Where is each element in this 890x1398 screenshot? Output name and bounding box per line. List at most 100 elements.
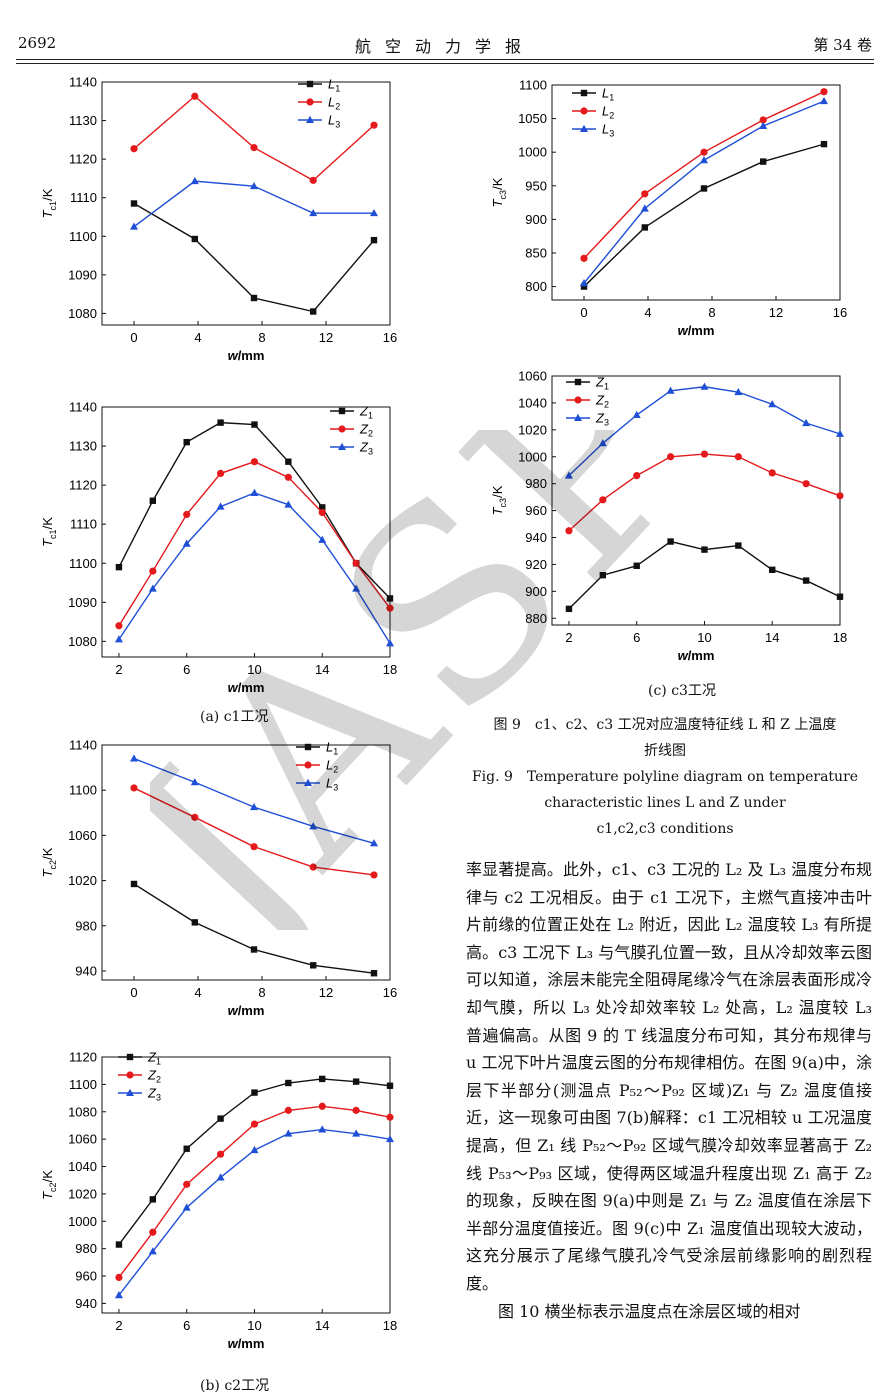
page-number: 2692 xyxy=(18,34,57,52)
series-z1-point xyxy=(115,563,123,571)
series-l1-point xyxy=(370,236,378,244)
series-l2-point xyxy=(309,863,317,871)
x-axis-label: w/mm xyxy=(228,1003,265,1018)
x-tick-label: 4 xyxy=(194,330,201,345)
series-l1-point xyxy=(580,283,588,290)
series-z3-point xyxy=(666,386,675,394)
body-paragraph-1: 率显著提高。此外，c1、c3 工况的 L₂ 及 L₃ 温度分布规律与 c2 工况… xyxy=(466,860,872,1293)
x-tick-label: 2 xyxy=(115,1318,122,1333)
legend-label: Z2 xyxy=(595,393,609,410)
series-l3-point xyxy=(700,156,708,164)
y-axis-label: Tc1/K xyxy=(40,188,58,218)
series-l3-point xyxy=(309,822,318,830)
series-z2-point xyxy=(183,510,191,519)
y-tick-label: 960 xyxy=(75,1269,97,1284)
y-tick-label: 1130 xyxy=(69,439,97,454)
y-tick-label: 1040 xyxy=(518,395,547,410)
series-z3-point xyxy=(250,488,259,496)
series-z2-point xyxy=(836,492,844,500)
series-l2-point xyxy=(250,843,258,851)
series-z2-point xyxy=(318,508,326,517)
series-z2-point xyxy=(183,1180,191,1188)
legend-swatch-marker xyxy=(580,89,588,97)
x-tick-label: 10 xyxy=(247,662,261,677)
x-tick-label: 4 xyxy=(644,305,651,320)
y-tick-label: 1090 xyxy=(68,595,97,610)
plot-frame xyxy=(551,84,841,301)
plot-frame xyxy=(101,81,391,326)
y-tick-label: 1120 xyxy=(69,1050,97,1065)
y-tick-label: 1020 xyxy=(518,422,547,437)
series-z1-point xyxy=(285,1079,292,1087)
series-z2-line xyxy=(118,460,391,627)
chart-c3-Z: 2 6 10 14 18 880 900 920 940 960 980 1000 1020 1040 10… xyxy=(490,369,847,664)
y-tick-label: 1080 xyxy=(68,306,97,321)
series-l3-point xyxy=(130,222,138,230)
x-tick-label: 8 xyxy=(708,305,715,320)
series-z1-point xyxy=(319,504,326,511)
series-z3-point xyxy=(182,539,191,547)
series-z3-point xyxy=(318,535,327,543)
x-tick-label: 2 xyxy=(115,662,122,677)
series-z2-point xyxy=(250,1120,259,1128)
y-tick-label: 900 xyxy=(525,584,547,599)
legend-swatch-marker xyxy=(304,778,312,786)
series-z3-point xyxy=(114,635,123,643)
series-z2-point xyxy=(284,1106,292,1114)
series-z2-point xyxy=(352,559,360,567)
series-l1-point xyxy=(191,919,198,926)
series-l1-point xyxy=(760,158,767,165)
series-z2-point xyxy=(768,469,776,477)
volume-label: 第 34 卷 xyxy=(813,36,872,54)
x-axis-label: w/mm xyxy=(678,648,715,663)
figure-caption-en-2: characteristic lines L and Z under xyxy=(544,795,786,811)
y-tick-label: 1130 xyxy=(69,113,97,128)
series-z2-point xyxy=(216,469,225,478)
series-z3-point xyxy=(216,1173,225,1181)
y-tick-label: 1120 xyxy=(69,478,97,493)
series-z3-line xyxy=(118,1128,391,1296)
series-z3-point xyxy=(564,471,573,479)
y-axis-label: Tc2/K xyxy=(40,1170,58,1200)
y-tick-label: 1040 xyxy=(68,1159,97,1174)
x-tick-label: 6 xyxy=(183,1318,190,1333)
series-z2-point xyxy=(149,567,157,575)
series-z1-point xyxy=(285,458,292,465)
series-l2-line xyxy=(133,787,375,876)
series-z2-line xyxy=(568,453,841,532)
series-z3-point xyxy=(700,382,709,390)
series-z3-point xyxy=(632,410,641,419)
series-z1-point xyxy=(565,605,573,613)
series-l3-point xyxy=(370,839,378,847)
series-z3-point xyxy=(216,502,225,510)
legend-swatch-marker xyxy=(126,1088,134,1096)
series-z3-point xyxy=(386,1134,394,1143)
chart-c1-Z: 2 6 10 14 18 1080 1090 1100 1110 1120 1130 1140 w/mm… xyxy=(40,400,397,696)
legend-label: Z3 xyxy=(595,411,609,428)
series-z2-point xyxy=(386,1113,394,1121)
y-tick-label: 1090 xyxy=(68,267,97,282)
series-l3-point xyxy=(130,754,138,762)
x-tick-label: 16 xyxy=(383,330,397,345)
series-l3-point xyxy=(250,802,258,811)
series-z1-point xyxy=(701,546,708,553)
legend-swatch-marker xyxy=(306,115,314,123)
series-z1-line xyxy=(118,421,391,599)
series-z1-line xyxy=(118,1078,391,1245)
x-tick-label: 16 xyxy=(383,985,397,1000)
chart-c3-L: 0 4 8 12 16 800 850 900 950 1000 1050 1100 w/mm Tc3/K… xyxy=(490,78,847,339)
x-axis-label: w/mm xyxy=(228,348,265,363)
series-z2-point xyxy=(802,480,810,488)
y-tick-label: 1100 xyxy=(69,783,97,798)
series-l3-point xyxy=(309,208,318,217)
series-z3-point xyxy=(836,429,844,437)
series-l1-line xyxy=(583,143,825,288)
x-tick-label: 14 xyxy=(315,662,329,677)
series-z3-point xyxy=(250,1145,259,1154)
x-tick-label: 10 xyxy=(247,1318,261,1333)
y-tick-label: 1050 xyxy=(518,111,547,126)
y-tick-label: 800 xyxy=(525,279,547,294)
y-tick-label: 1080 xyxy=(68,634,97,649)
series-l2-point xyxy=(191,92,199,100)
subcaption-c: (c) c3工况 xyxy=(648,683,716,699)
